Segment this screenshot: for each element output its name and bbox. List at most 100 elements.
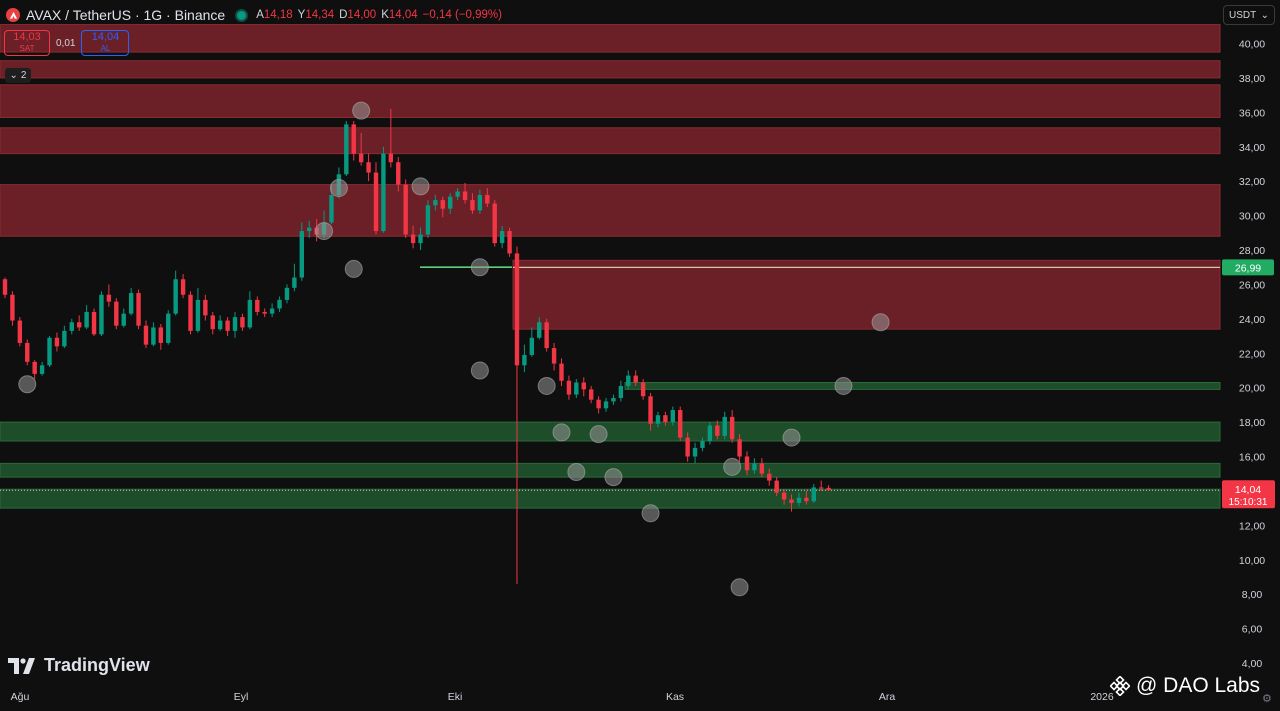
marker-circle — [411, 177, 430, 196]
buy-price: 14,04 — [91, 31, 120, 43]
symbol-title[interactable]: AVAX / TetherUS · 1G · Binance — [26, 7, 226, 23]
currency-select[interactable]: USDT ⌄ — [1223, 5, 1275, 25]
candle-body — [62, 330, 67, 347]
candle-body — [670, 410, 675, 423]
marker-circle — [604, 468, 623, 487]
candle-body — [425, 205, 431, 235]
ohlc-close: K14,04 — [381, 9, 418, 21]
candle-body — [195, 299, 201, 331]
candle-body — [69, 322, 74, 331]
marker-circle — [344, 259, 363, 278]
candle-body — [25, 342, 30, 362]
candle-body — [158, 327, 164, 343]
marker-circle — [834, 376, 853, 395]
candle-body — [136, 293, 141, 326]
dao-labs-watermark: @ DAO Labs — [1110, 674, 1260, 698]
price-tick-label: 6,00 — [1242, 624, 1263, 636]
support-zone — [0, 421, 1221, 442]
market-status-icon — [237, 10, 247, 20]
resistance-zone — [0, 184, 1221, 237]
candle-body — [381, 153, 386, 232]
resistance-zone — [0, 24, 1221, 53]
gear-icon[interactable]: ⚙ — [1262, 693, 1272, 705]
price-tick-label: 16,00 — [1239, 452, 1265, 464]
candle-body — [225, 320, 230, 331]
marker-circle — [641, 504, 660, 523]
candle-body — [396, 162, 401, 185]
candle-body — [54, 337, 60, 347]
candle-body — [626, 375, 631, 386]
candle-body — [811, 487, 816, 502]
candle-body — [767, 473, 772, 481]
buy-button[interactable]: 14,04 AL — [81, 30, 130, 56]
marker-circle — [470, 258, 489, 277]
candle-body — [388, 153, 394, 163]
candle-body — [707, 425, 713, 442]
candle-body — [366, 162, 371, 173]
candle-body — [722, 416, 727, 436]
candle-body — [91, 311, 97, 335]
candle-body — [121, 313, 126, 326]
candle-body — [819, 487, 824, 489]
candle-body — [529, 337, 535, 355]
price-axis: 40,00 38,00 36,00 34,00 32,00 30,00 28,00 26,00… — [1222, 39, 1275, 670]
candle-body — [692, 447, 698, 457]
candle-body — [240, 317, 245, 328]
ohlc-high: Y14,34 — [297, 9, 335, 21]
zones-layer — [0, 24, 1221, 509]
trade-panel: 14,03 SAT 0,01 14,04 AL — [4, 30, 130, 56]
level-label: 26,99 — [1235, 262, 1261, 274]
price-tick-label: 34,00 — [1239, 142, 1265, 154]
buy-label: AL — [100, 44, 111, 53]
candle-body — [774, 480, 779, 493]
candle-body — [358, 153, 364, 163]
indicators-toggle-button[interactable]: ⌄ 2 — [5, 68, 31, 83]
marker-circle — [723, 457, 742, 476]
candle-body — [433, 200, 438, 206]
candle-body — [514, 253, 520, 366]
candle-body — [143, 325, 149, 345]
ohlc-open: A14,18 — [256, 9, 293, 21]
candle-body — [737, 439, 742, 457]
candle-body — [373, 172, 379, 232]
candle-body — [492, 203, 497, 244]
candle-body — [410, 234, 416, 244]
candle-body — [166, 313, 171, 343]
time-axis: Ağu Eyl Eki Kas Ara 2026 — [11, 691, 1114, 703]
symbol-header: AVAX / TetherUS · 1G · Binance A14,18 Y1… — [6, 6, 507, 24]
candle-body — [10, 294, 15, 321]
watermark-text: @ DAO Labs — [1136, 674, 1261, 697]
price-tick-label: 4,00 — [1242, 658, 1263, 670]
candles-layer — [2, 108, 831, 584]
marker-circle — [567, 462, 586, 481]
tradingview-icon — [8, 657, 35, 674]
candle-body — [485, 194, 490, 204]
candle-body — [2, 279, 8, 295]
last-price-label: 14,04 — [1235, 484, 1261, 496]
candle-body — [440, 200, 445, 209]
markers-layer — [18, 101, 890, 597]
time-tick-label: Ağu — [11, 691, 30, 703]
candle-body — [188, 294, 193, 331]
candle-body — [559, 363, 564, 381]
tradingview-logo[interactable]: TradingView — [8, 655, 150, 676]
candle-body — [781, 492, 787, 500]
candle-body — [114, 301, 119, 326]
candle-body — [299, 231, 304, 278]
indicators-count: 2 — [20, 70, 27, 81]
sell-button[interactable]: 14,03 SAT — [4, 30, 50, 56]
candle-body — [180, 279, 186, 295]
candle-body — [173, 279, 178, 314]
price-tick-label: 36,00 — [1239, 107, 1265, 119]
binance-icon — [1110, 676, 1130, 696]
time-tick-label: Eki — [448, 691, 463, 703]
candle-body — [128, 293, 134, 314]
candle-body — [648, 396, 653, 424]
price-tick-label: 10,00 — [1239, 555, 1265, 567]
candle-body — [715, 425, 720, 436]
marker-circle — [730, 578, 749, 597]
candle-body — [633, 375, 638, 383]
candle-body — [655, 415, 661, 424]
candle-body — [574, 382, 579, 395]
